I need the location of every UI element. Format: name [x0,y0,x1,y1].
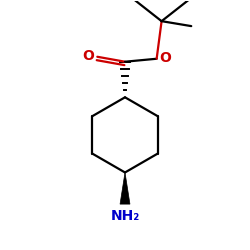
Polygon shape [120,172,130,204]
Text: O: O [82,49,94,63]
Text: O: O [160,51,172,65]
Text: NH₂: NH₂ [110,209,140,223]
